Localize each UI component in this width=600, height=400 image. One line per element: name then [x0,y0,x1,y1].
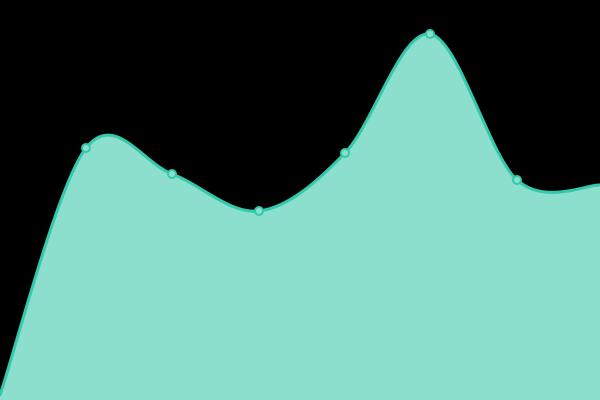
data-point-marker[interactable] [340,148,350,158]
data-point-markers [81,29,522,216]
data-point-marker[interactable] [425,29,435,39]
data-point-marker[interactable] [512,175,522,185]
data-point-marker[interactable] [254,206,264,216]
area-fill-path [0,33,600,400]
data-point-marker[interactable] [81,143,91,153]
data-point-marker[interactable] [167,169,177,179]
area-line-path [0,32,600,397]
